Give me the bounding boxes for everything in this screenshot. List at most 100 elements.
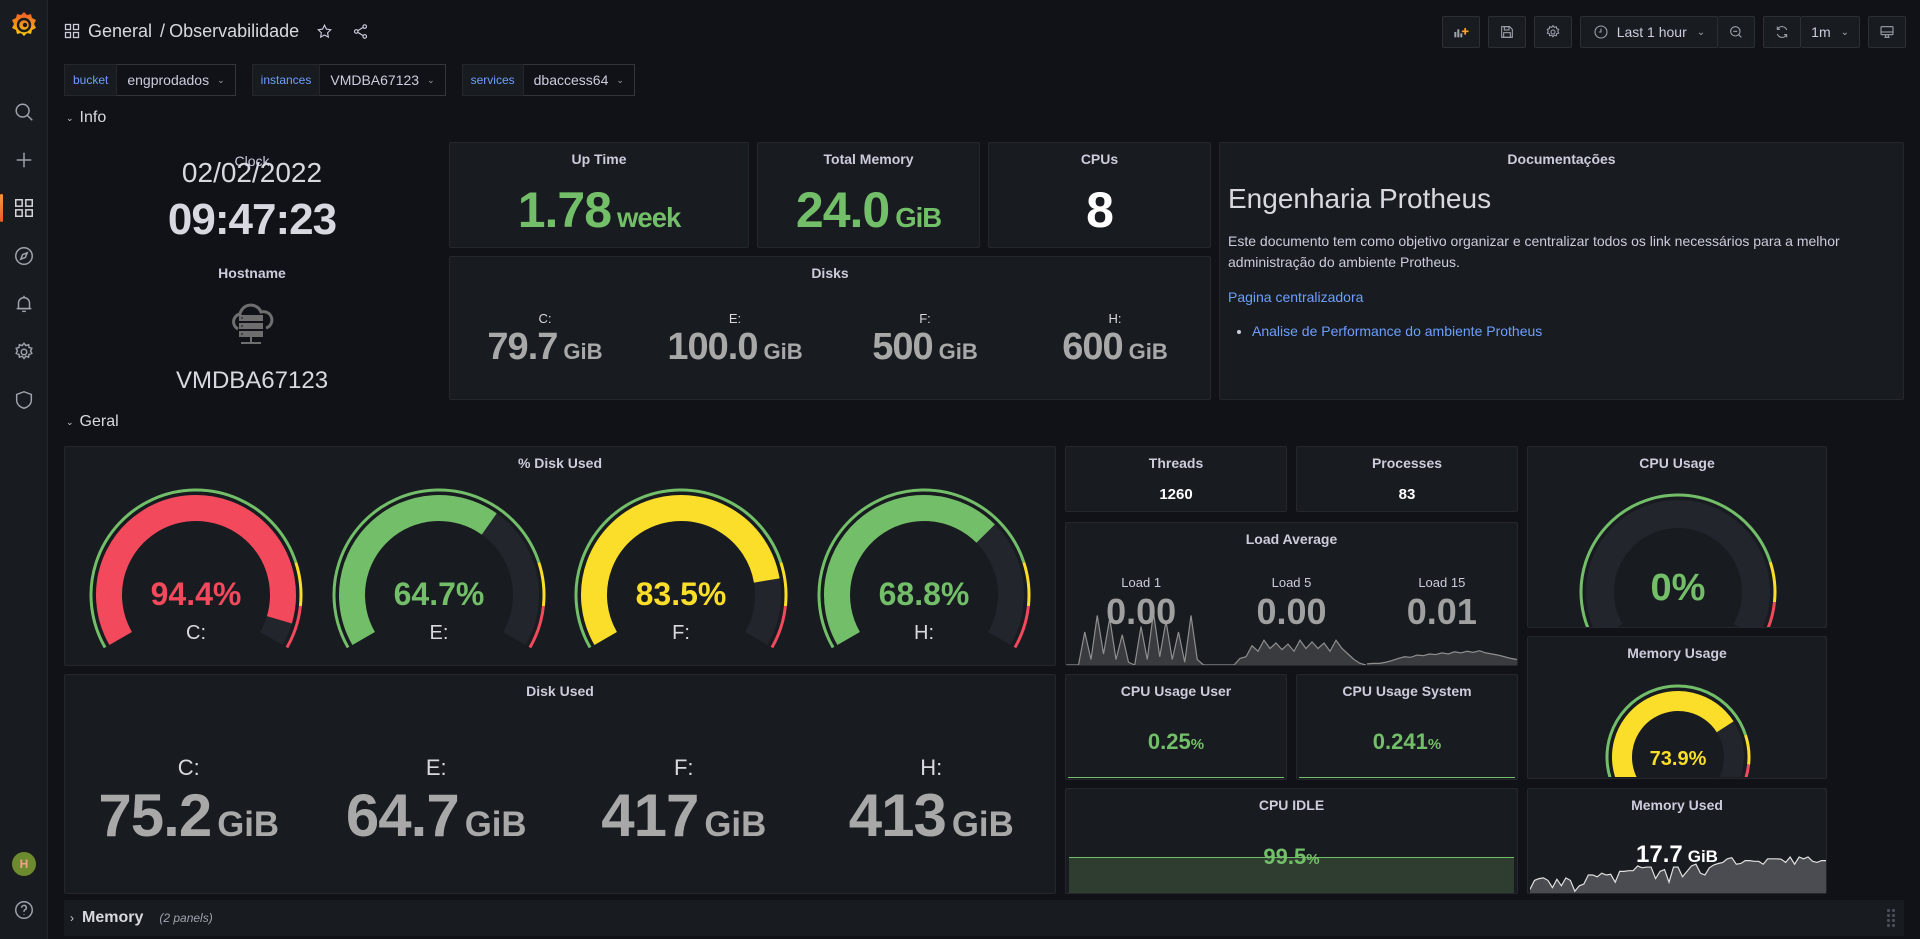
stat-value: 0.241 (1372, 729, 1428, 754)
add-panel-button[interactable] (1441, 16, 1480, 48)
refresh-interval-label: 1m (1811, 24, 1831, 40)
stat-label: E: (728, 311, 742, 326)
stat-item: C: 75.2 GiB (65, 755, 313, 850)
variable-select-instances[interactable]: VMDBA67123 ⌄ (320, 64, 446, 96)
stat-value-line: 413 GiB (808, 781, 1056, 850)
stat-value: 99.5 (1263, 844, 1307, 869)
panel-uptime: Up Time 1.78 week (449, 142, 749, 248)
dashboard-title[interactable]: Observabilidade (169, 20, 300, 41)
breadcrumb-folder[interactable]: General (88, 20, 153, 41)
stat-unit: % (1306, 851, 1320, 868)
row-title: Memory (82, 909, 144, 926)
gauge-threshold-band (1605, 684, 1747, 778)
gauge-value-text: 64.7% (393, 576, 484, 612)
stat-value: 64.7 (345, 782, 460, 849)
dashboard-toolbar: Last 1 hour ⌄ 1m ⌄ (1441, 16, 1906, 48)
load-label: Load 5 (1271, 575, 1312, 590)
stat-value-line: 500 GiB (830, 326, 1020, 369)
star-button[interactable] (313, 20, 335, 42)
variable-select-services[interactable]: dbaccess64 ⌄ (523, 64, 635, 96)
sidebar-alerting[interactable] (0, 284, 48, 324)
stat-label: C: (538, 311, 552, 326)
panel-clock: Clock 02/02/2022 09:47:23 Hostname VMDBA… (64, 142, 440, 400)
panel-title: Up Time (571, 151, 627, 167)
gauge-threshold-band (770, 605, 788, 649)
sidebar-configuration[interactable] (0, 332, 48, 372)
stat-item: F: 500 GiB (830, 311, 1020, 369)
gauge-threshold-band (1022, 562, 1031, 607)
row-panel-count: (2 panels) (159, 911, 213, 925)
docs-link-main[interactable]: Pagina centralizadora (1228, 289, 1364, 305)
variable-select-bucket[interactable]: engprodados ⌄ (117, 64, 236, 96)
stat-unit: week (617, 202, 681, 233)
panel-processes: Processes 83 (1296, 446, 1518, 512)
cpu-system-stat: 0.241% (1297, 729, 1517, 755)
breadcrumb-separator: / (160, 20, 166, 41)
save-dashboard-button[interactable] (1487, 16, 1526, 48)
stat-unit: GiB (217, 805, 280, 844)
row-memory-toggle[interactable]: › Memory (2 panels) (64, 900, 1904, 936)
chevron-down-icon: ⌄ (427, 74, 435, 85)
sidebar-search[interactable] (0, 92, 48, 132)
sparkline-line (1216, 639, 1367, 665)
row-drag-handle[interactable] (1886, 908, 1896, 928)
sidebar-explore[interactable] (0, 236, 48, 276)
load-value: 0.00 (1256, 591, 1327, 632)
sidebar-dashboards[interactable] (0, 188, 48, 228)
tv-mode-button[interactable] (1868, 16, 1906, 48)
sparkline (1068, 777, 1284, 778)
refresh-interval-picker[interactable]: 1m ⌄ (1801, 16, 1860, 48)
variable-services: services dbaccess64 ⌄ (461, 64, 635, 96)
share-button[interactable] (349, 20, 371, 42)
panel-cpu-usage: CPU Usage 0% (1527, 446, 1827, 628)
load-sparkline (1066, 612, 1216, 665)
total-memory-stat: 24.0 GiB (758, 181, 979, 239)
breadcrumb: General / Observabilidade (64, 20, 371, 42)
grafana-logo-icon[interactable] (8, 8, 40, 40)
panel-cpu-idle: CPU IDLE 99.5% (1065, 788, 1518, 894)
docs-content: Engenharia Protheus Este documento tem c… (1228, 183, 1891, 339)
row-geral-toggle[interactable]: ⌄ Geral (66, 413, 119, 431)
gauge: 0% (1579, 493, 1777, 627)
sidebar-create[interactable] (0, 140, 48, 180)
panel-title: Threads (1148, 455, 1204, 471)
user-avatar[interactable]: H (12, 852, 36, 876)
panel-memory-used: Memory Used 17.7 GiB (1527, 788, 1827, 894)
variable-label: services (461, 64, 524, 96)
panel-memory-usage: Memory Usage 73.9% (1527, 636, 1827, 779)
cpu-usage-gauge: 0% (1528, 487, 1826, 627)
variable-label: bucket (64, 64, 118, 96)
time-range-picker[interactable]: Last 1 hour ⌄ (1579, 16, 1719, 48)
row-info-toggle[interactable]: ⌄ Info (66, 109, 106, 127)
sparkline-line (1366, 650, 1517, 665)
disk-used-stats: C: 75.2 GiB E: 64.7 GiB F: 417 GiB H: 413 GiB (65, 755, 1055, 850)
load-value: 0.01 (1406, 591, 1477, 632)
zoom-out-button[interactable] (1718, 16, 1756, 48)
load-item: Load 15 0.01 (1366, 567, 1517, 665)
gauge: 94.4% C: (89, 488, 303, 649)
panel-title: Hostname (218, 265, 286, 281)
docs-body: Este documento tem como objetivo organiz… (1228, 233, 1840, 270)
panel-title: CPUs (1080, 151, 1119, 167)
gauge-value-arc (581, 495, 780, 645)
gauge-threshold-band (1579, 493, 1772, 627)
stat-value: 1.78 (517, 182, 612, 238)
dashboard-settings-button[interactable] (1533, 16, 1572, 48)
gauge-threshold-band (574, 488, 783, 649)
docs-link[interactable]: Analise de Performance do ambiente Proth… (1252, 323, 1543, 339)
gauge: 83.5% F: (574, 488, 788, 649)
stat-item: F: 417 GiB (560, 755, 808, 850)
panel-title: % Disk Used (517, 455, 603, 471)
chevron-down-icon: ⌄ (66, 416, 74, 427)
gauge-threshold-band (332, 488, 541, 649)
sidebar-server-admin[interactable] (0, 380, 48, 420)
gauge-threshold-band (294, 562, 303, 607)
panel-title: Load Average (1245, 531, 1338, 547)
threads-value: 1260 (1159, 486, 1193, 503)
refresh-button[interactable] (1763, 16, 1802, 48)
cloud-server-icon (65, 301, 439, 352)
stat-value: 417 (601, 782, 699, 849)
memory-used-stat: 17.7 GiB (1528, 841, 1826, 869)
stat-item: E: 100.0 GiB (640, 311, 830, 369)
sidebar-help[interactable] (0, 890, 48, 930)
